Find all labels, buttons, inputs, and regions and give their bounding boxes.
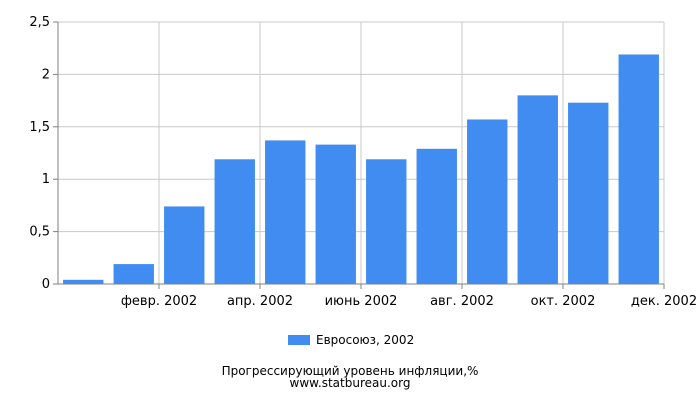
bar-9 — [467, 119, 508, 285]
bar-1 — [63, 279, 104, 284]
source-url: www.statbureau.org — [289, 376, 411, 390]
bar-3 — [164, 206, 205, 284]
y-tick-label: 1 — [42, 172, 50, 187]
x-tick-label: апр. 2002 — [227, 294, 293, 309]
bar-10 — [517, 95, 558, 284]
y-tick-label: 0 — [42, 277, 50, 292]
y-tick-label: 1,5 — [29, 120, 50, 135]
legend-swatch — [288, 335, 310, 345]
x-tick-label: июнь 2002 — [325, 294, 398, 309]
bar-12 — [618, 54, 659, 284]
x-tick-label: окт. 2002 — [531, 294, 596, 309]
y-tick-label: 2,5 — [29, 15, 50, 30]
legend: Евросоюз, 2002 — [288, 333, 414, 347]
bar-7 — [366, 159, 407, 284]
legend-label: Евросоюз, 2002 — [316, 333, 415, 347]
x-tick-label: авг. 2002 — [430, 294, 494, 309]
bar-2 — [113, 264, 154, 284]
chart-title: Прогрессирующий уровень инфляции,% — [221, 364, 479, 378]
bar-4 — [214, 159, 255, 284]
bar-5 — [265, 140, 306, 284]
bar-8 — [416, 148, 457, 284]
x-tick-label: дек. 2002 — [631, 294, 697, 309]
bar-6 — [315, 144, 356, 284]
y-tick-label: 0,5 — [29, 225, 50, 240]
x-tick-label: февр. 2002 — [121, 294, 197, 309]
y-tick-label: 2 — [42, 67, 50, 82]
bar-11 — [568, 102, 609, 284]
